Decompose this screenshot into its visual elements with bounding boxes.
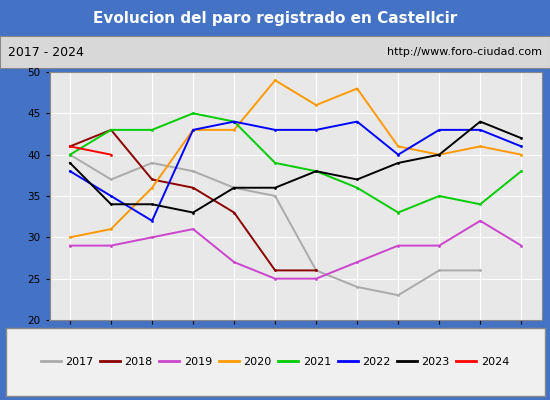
Text: 2017 - 2024: 2017 - 2024 [8, 46, 84, 58]
Text: Evolucion del paro registrado en Castellcir: Evolucion del paro registrado en Castell… [93, 10, 457, 26]
Legend: 2017, 2018, 2019, 2020, 2021, 2022, 2023, 2024: 2017, 2018, 2019, 2020, 2021, 2022, 2023… [36, 352, 514, 372]
Text: http://www.foro-ciudad.com: http://www.foro-ciudad.com [387, 47, 542, 57]
